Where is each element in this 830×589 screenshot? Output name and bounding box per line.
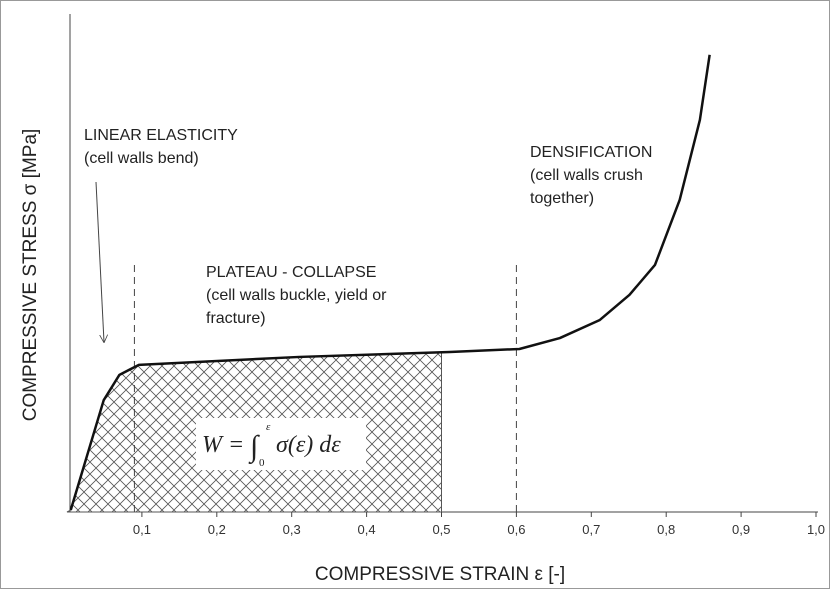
x-tick-label: 0,1 <box>133 522 151 537</box>
arrow <box>95 181 104 342</box>
annotation: together) <box>530 190 594 207</box>
x-tick-label: 0,8 <box>657 522 675 537</box>
formula-box <box>196 418 366 470</box>
x-tick-label: 0,9 <box>732 522 750 537</box>
y-axis-label: COMPRESSIVE STRESS σ [MPa] <box>20 129 41 422</box>
formula: σ(ε) dε <box>276 432 341 458</box>
formula: W = <box>202 432 244 458</box>
annotation: (cell walls buckle, yield or <box>206 287 387 304</box>
x-tick-label: 0,3 <box>283 522 301 537</box>
formula: 0 <box>259 457 265 469</box>
x-tick-label: 0,7 <box>582 522 600 537</box>
x-tick-label: 1,0 <box>807 522 825 537</box>
formula: ε <box>266 421 271 433</box>
annotation: DENSIFICATION <box>530 144 652 161</box>
x-tick-label: 0,2 <box>208 522 226 537</box>
x-tick-label: 0,4 <box>358 522 376 537</box>
annotation: (cell walls bend) <box>84 150 199 167</box>
x-axis-label: COMPRESSIVE STRAIN ε [-] <box>315 564 565 585</box>
annotation: fracture) <box>206 310 266 327</box>
formula: ∫ <box>248 430 260 465</box>
stress-strain-curve <box>69 54 711 511</box>
annotation: LINEAR ELASTICITY <box>84 127 238 144</box>
x-tick-label: 0,6 <box>507 522 525 537</box>
annotation: PLATEAU - COLLAPSE <box>206 264 376 281</box>
annotation: (cell walls crush <box>530 167 643 184</box>
x-tick-label: 0,5 <box>432 522 450 537</box>
